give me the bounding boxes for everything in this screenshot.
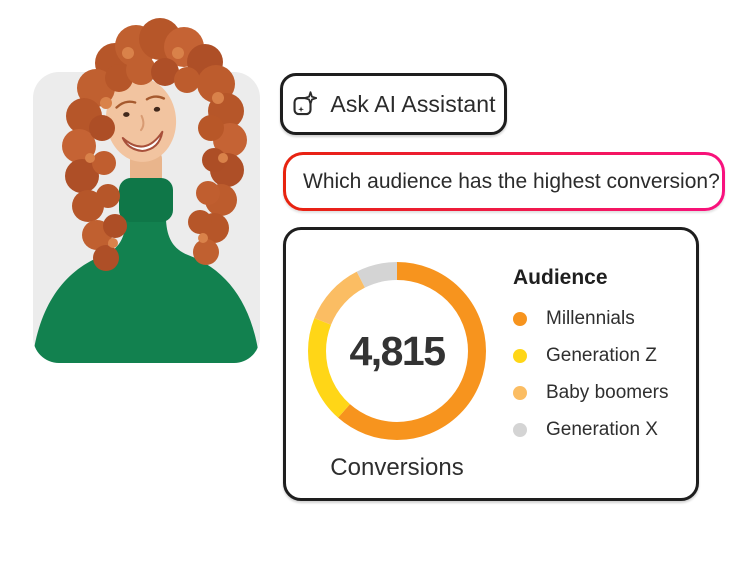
green-sweater xyxy=(33,220,260,363)
legend-item: Generation X xyxy=(513,418,683,442)
legend-item: Millennials xyxy=(513,307,683,331)
legend-dot xyxy=(513,349,527,363)
turtleneck-collar xyxy=(119,178,173,222)
donut-segment-generation-x xyxy=(308,262,486,440)
conversions-chart-card: 4,815 Conversions Audience Millennials Ge… xyxy=(283,227,699,501)
ask-ai-assistant-label: Ask AI Assistant xyxy=(330,90,496,117)
query-text: Which audience has the highest conversio… xyxy=(303,169,720,193)
query-input-wrapper: Which audience has the highest conversio… xyxy=(283,152,725,211)
query-input[interactable]: Which audience has the highest conversio… xyxy=(286,155,722,208)
legend-item: Baby boomers xyxy=(513,381,683,405)
donut-chart-container: 4,815 xyxy=(307,261,487,441)
photo-illustration xyxy=(33,18,260,363)
chart-legend-items: Millennials Generation Z Baby boomers Gener… xyxy=(513,307,683,442)
chart-legend: Audience Millennials Generation Z Baby boo… xyxy=(513,266,683,455)
face xyxy=(105,78,177,162)
donut-center-value: 4,815 xyxy=(349,327,446,374)
photo-card xyxy=(18,8,268,368)
legend-label: Millennials xyxy=(546,308,635,329)
donut-segment-generation-z xyxy=(308,262,486,440)
legend-dot xyxy=(513,423,527,437)
curly-red-hair xyxy=(62,18,247,271)
legend-dot xyxy=(513,386,527,400)
ai-sparkle-icon xyxy=(293,91,318,116)
legend-label: Generation Z xyxy=(546,345,657,366)
legend-label: Baby boomers xyxy=(546,382,669,403)
legend-title: Audience xyxy=(513,266,608,289)
ask-ai-assistant-button[interactable]: Ask AI Assistant xyxy=(280,73,507,135)
donut-chart xyxy=(308,262,486,440)
legend-label: Generation X xyxy=(546,419,658,440)
legend-item: Generation Z xyxy=(513,344,683,368)
legend-dot xyxy=(513,312,527,326)
chart-caption: Conversions xyxy=(330,454,464,481)
